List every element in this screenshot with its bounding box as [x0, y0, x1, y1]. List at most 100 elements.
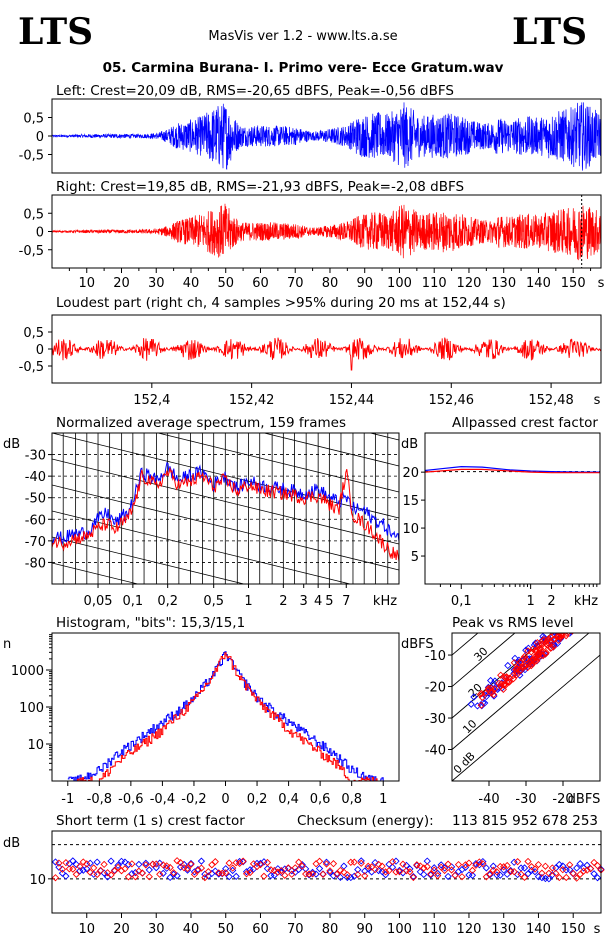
short-crest-point	[541, 862, 550, 870]
short-crest-point	[222, 865, 230, 873]
peak-rms-ytick-label: -20	[425, 681, 446, 696]
short-crest-point	[263, 864, 272, 873]
peak-rms-point	[524, 659, 532, 668]
loudest-ytick-label: -0,5	[19, 360, 44, 375]
short-crest-point	[93, 858, 101, 866]
short-crest-point	[277, 866, 285, 875]
short-crest-point	[124, 873, 133, 881]
short-crest-point	[270, 866, 279, 875]
short-crest-point	[482, 864, 490, 872]
right-waveform-ytick-label: 0,5	[23, 207, 44, 222]
short-crest-point	[322, 858, 331, 866]
short-crest-point	[430, 866, 438, 874]
short-crest-point	[312, 860, 320, 868]
allpass-series-left	[424, 465, 600, 473]
spectrum-xtick-unit: kHz	[373, 594, 397, 609]
histogram-title: Histogram, "bits": 15,3/15,1	[56, 615, 245, 631]
peak-rms-point	[539, 651, 547, 660]
short-crest-xtick-label: 80	[322, 922, 339, 937]
peak-rms-point	[470, 693, 478, 701]
peak-rms-point	[477, 701, 485, 709]
short-crest-point	[513, 858, 522, 866]
short-crest-point	[229, 866, 237, 875]
short-crest-point	[232, 859, 240, 867]
short-crest-point	[354, 865, 362, 874]
spectrum-ytick-label: -50	[25, 492, 46, 507]
short-crest-point	[555, 860, 563, 869]
allpass-xtick-label: 1	[526, 594, 534, 609]
short-crest-point	[69, 857, 77, 865]
short-crest-point	[545, 875, 553, 883]
short-crest-point	[121, 865, 129, 873]
short-crest-point	[524, 870, 532, 878]
peak-rms-point	[473, 702, 482, 710]
short-crest-point	[545, 869, 553, 877]
peak-rms-point	[530, 657, 539, 665]
short-crest-point	[152, 860, 160, 868]
short-crest-point	[90, 864, 98, 872]
peak-rms-diagonal-label: 30	[471, 645, 490, 664]
logo-left: LTS	[18, 11, 93, 53]
allpass-crest-title: Allpassed crest factor	[452, 415, 598, 431]
left-waveform-series-left	[52, 102, 601, 171]
short-crest-point	[340, 862, 348, 870]
allpass-xtick-unit: kHz	[574, 594, 598, 609]
short-crest-point	[55, 859, 63, 867]
short-crest-point	[392, 868, 400, 876]
allpass-series-right	[424, 468, 600, 474]
checksum-value: 113 815 952 678 253	[452, 813, 598, 829]
spectrum-title: Normalized average spectrum, 159 frames	[56, 415, 346, 431]
short-crest-point	[211, 858, 219, 866]
short-crest-xtick-label: 150	[561, 922, 586, 937]
short-crest-point	[566, 861, 574, 869]
loudest-xtick-label: 152,44	[329, 393, 375, 408]
right-waveform-xtick-label: s	[598, 276, 605, 291]
short-crest-point	[437, 861, 445, 869]
short-crest-point	[447, 866, 456, 874]
short-crest-frame	[51, 830, 602, 914]
left-waveform-ytick-label: -0,5	[19, 149, 44, 164]
short-crest-point	[333, 870, 341, 878]
peak-rms-frame	[451, 632, 601, 782]
spectrum-ytick-label: -30	[25, 449, 46, 464]
short-crest-point	[531, 868, 539, 876]
short-crest-point	[354, 870, 362, 879]
short-crest-point	[218, 869, 226, 877]
short-crest-point	[371, 858, 379, 867]
short-crest-point	[413, 861, 421, 870]
short-crest-point	[420, 870, 428, 879]
spectrum-xtick-label: 0,2	[157, 594, 178, 609]
short-crest-xtick-label: s	[594, 922, 601, 937]
short-crest-point	[409, 873, 418, 882]
spectrum-ytick-label: -60	[25, 513, 46, 528]
peak-rms-point	[549, 635, 557, 643]
peak-rms-point	[576, 611, 582, 617]
short-crest-point	[524, 857, 532, 866]
peak-rms-point	[529, 645, 537, 653]
right-waveform-xtick-label: 40	[183, 276, 200, 291]
short-crest-xtick-label: 120	[457, 922, 482, 937]
short-crest-point	[267, 871, 275, 880]
short-crest-point	[493, 868, 501, 876]
short-crest-xtick-label: 100	[387, 922, 412, 937]
spectrum-series-right	[52, 467, 399, 562]
peak-rms-xtick-label: -40	[478, 792, 499, 807]
peak-rms-point	[482, 692, 490, 701]
short-crest-point	[520, 873, 529, 881]
histogram-series-right	[67, 652, 384, 781]
left-waveform-frame	[51, 98, 602, 174]
short-crest-point	[562, 873, 570, 882]
short-crest-point	[479, 860, 487, 868]
short-crest-point	[312, 870, 320, 878]
short-crest-point	[336, 866, 345, 875]
peak-rms-point	[577, 613, 583, 619]
histogram-xtick-label: -0,2	[181, 792, 206, 807]
allpass-ytick-label: 20	[402, 466, 419, 481]
short-crest-series-right	[51, 857, 605, 882]
short-crest-point	[510, 868, 518, 876]
short-crest-point	[465, 871, 473, 879]
short-crest-point	[472, 861, 480, 869]
short-crest-point	[76, 862, 84, 871]
histogram-xtick-label: -0,4	[150, 792, 175, 807]
